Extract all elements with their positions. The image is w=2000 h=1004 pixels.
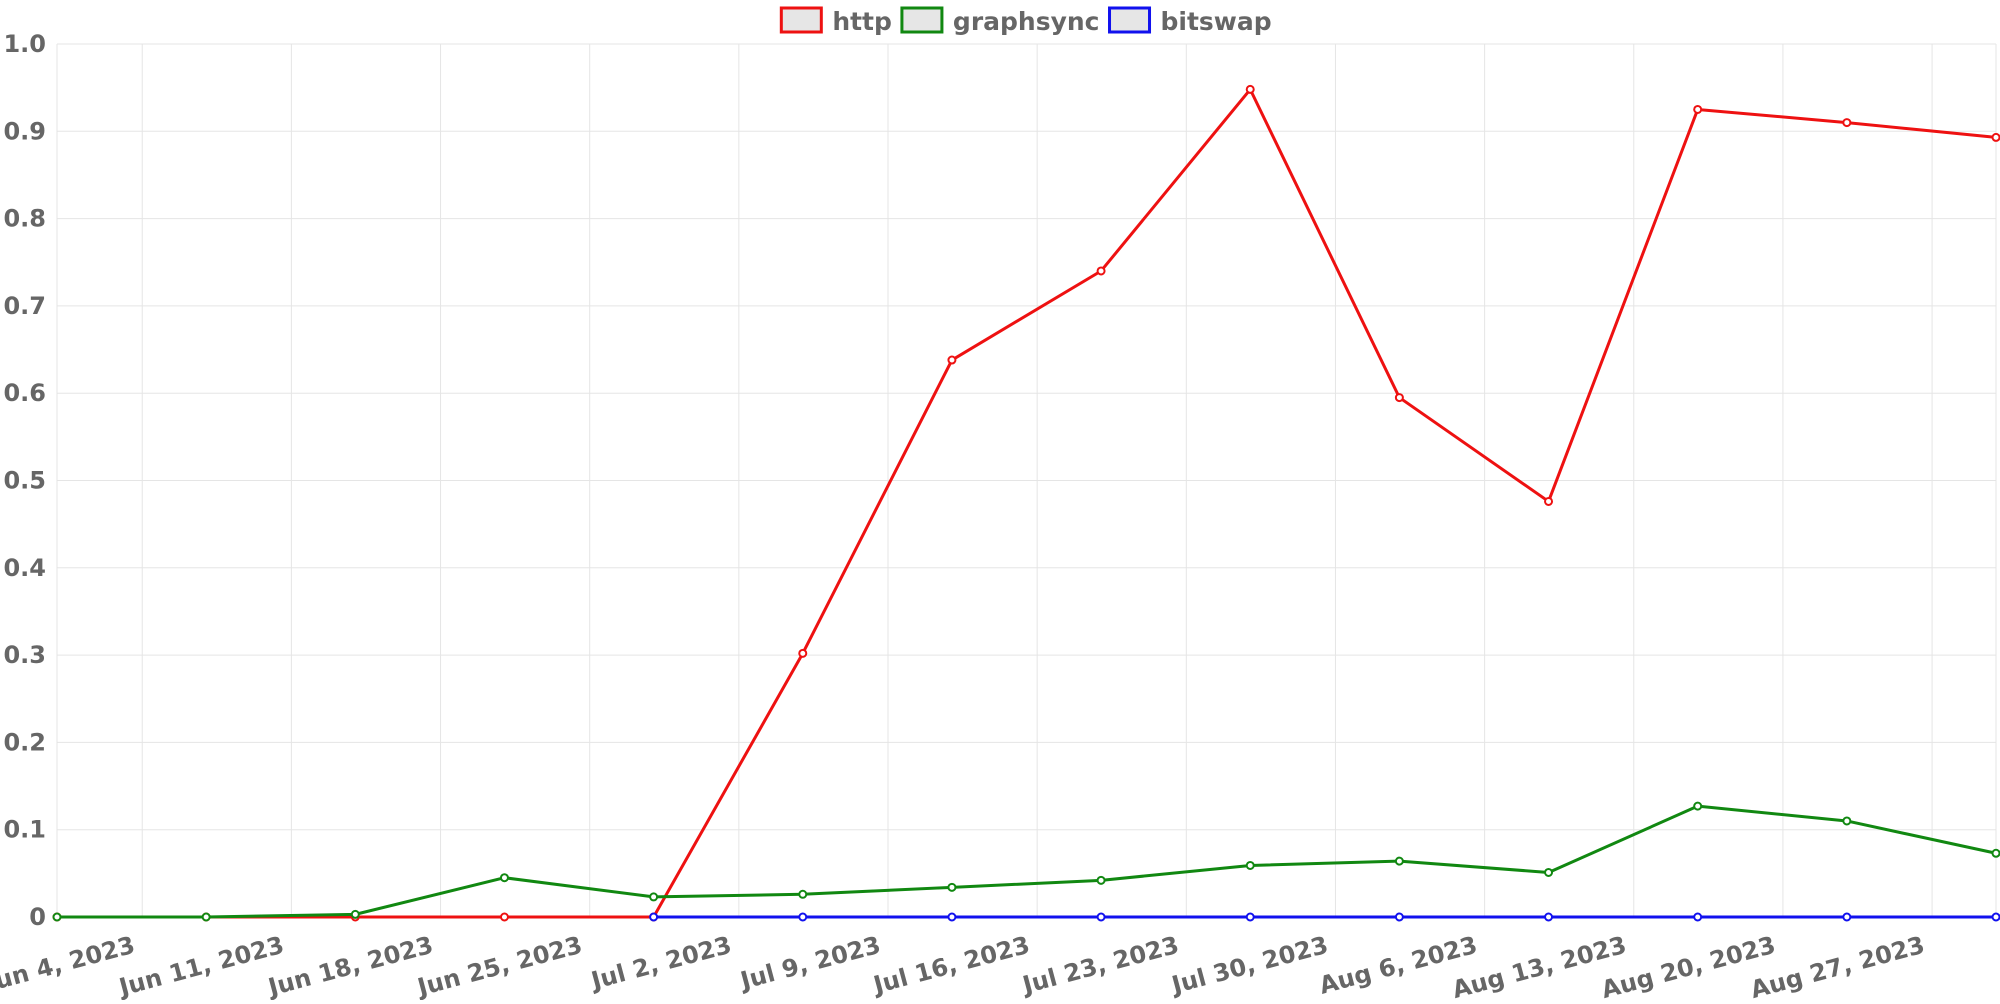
x-tick-label: Jul 2, 2023 xyxy=(587,931,735,996)
x-tick-label: Jun 4, 2023 xyxy=(0,931,138,998)
data-point-bitswap[interactable] xyxy=(1842,912,1852,922)
x-tick-label: Aug 27, 2023 xyxy=(1748,931,1928,1000)
series-lines xyxy=(52,84,2000,922)
data-point-bitswap[interactable] xyxy=(1096,912,1106,922)
data-point-graphsync[interactable] xyxy=(1544,867,1554,877)
x-tick-label: Jul 23, 2023 xyxy=(1018,931,1182,1000)
data-point-http[interactable] xyxy=(798,648,808,658)
data-point-bitswap[interactable] xyxy=(649,912,659,922)
legend-item-graphsync[interactable]: graphsync xyxy=(900,6,1100,36)
series-http xyxy=(52,84,2000,922)
legend-label: http xyxy=(832,7,892,36)
data-point-http[interactable] xyxy=(1544,496,1554,506)
data-point-graphsync[interactable] xyxy=(52,912,62,922)
data-point-graphsync[interactable] xyxy=(798,889,808,899)
y-tick-label: 0.6 xyxy=(3,379,46,407)
x-tick-label: Jul 9, 2023 xyxy=(736,931,884,996)
data-point-graphsync[interactable] xyxy=(947,882,957,892)
data-point-graphsync[interactable] xyxy=(350,909,360,919)
legend-item-http[interactable]: http xyxy=(779,6,892,36)
y-tick-label: 0.8 xyxy=(3,205,46,233)
x-tick-label: Jul 16, 2023 xyxy=(869,931,1033,1000)
data-point-http[interactable] xyxy=(947,355,957,365)
data-point-graphsync[interactable] xyxy=(1693,801,1703,811)
series-bitswap xyxy=(649,912,2000,922)
data-point-http[interactable] xyxy=(1245,84,1255,94)
y-tick-label: 0 xyxy=(29,903,46,931)
data-point-http[interactable] xyxy=(499,912,509,922)
data-point-graphsync[interactable] xyxy=(499,873,509,883)
x-tick-label: Jun 11, 2023 xyxy=(114,931,287,1000)
data-point-http[interactable] xyxy=(1693,104,1703,114)
legend-item-bitswap[interactable]: bitswap xyxy=(1108,6,1272,36)
legend-label: graphsync xyxy=(953,7,1100,36)
data-point-bitswap[interactable] xyxy=(1394,912,1404,922)
y-tick-label: 0.3 xyxy=(3,641,46,669)
data-point-graphsync[interactable] xyxy=(1842,816,1852,826)
data-point-graphsync[interactable] xyxy=(1991,848,2000,858)
data-point-bitswap[interactable] xyxy=(798,912,808,922)
x-tick-label: Jun 25, 2023 xyxy=(413,931,586,1000)
data-point-graphsync[interactable] xyxy=(1096,875,1106,885)
legend-swatch xyxy=(779,6,823,34)
data-point-http[interactable] xyxy=(1394,393,1404,403)
data-point-graphsync[interactable] xyxy=(201,912,211,922)
data-point-bitswap[interactable] xyxy=(1245,912,1255,922)
data-point-bitswap[interactable] xyxy=(1991,912,2000,922)
legend[interactable]: http graphsync bitswap xyxy=(779,6,1272,36)
x-tick-label: Jun 18, 2023 xyxy=(264,931,437,1000)
data-point-graphsync[interactable] xyxy=(1394,856,1404,866)
y-tick-label: 1.0 xyxy=(3,30,46,58)
y-tick-label: 0.7 xyxy=(3,292,46,320)
y-axis: 0 0.1 0.2 0.3 0.4 0.5 0.6 0.7 0.8 0.9 1.0 xyxy=(3,30,46,931)
legend-swatch xyxy=(900,6,944,34)
y-tick-label: 0.4 xyxy=(3,554,46,582)
data-point-bitswap[interactable] xyxy=(1544,912,1554,922)
data-point-graphsync[interactable] xyxy=(1245,860,1255,870)
y-tick-label: 0.5 xyxy=(3,467,46,495)
data-point-bitswap[interactable] xyxy=(1693,912,1703,922)
data-point-http[interactable] xyxy=(1991,132,2000,142)
series-graphsync xyxy=(52,801,2000,922)
grid xyxy=(56,43,1997,918)
legend-swatch xyxy=(1108,6,1152,34)
data-point-graphsync[interactable] xyxy=(649,892,659,902)
y-tick-label: 0.1 xyxy=(3,816,46,844)
data-point-http[interactable] xyxy=(1096,266,1106,276)
data-point-http[interactable] xyxy=(1842,118,1852,128)
series-line-graphsync xyxy=(57,804,1997,919)
y-tick-label: 0.2 xyxy=(3,728,46,756)
data-point-bitswap[interactable] xyxy=(947,912,957,922)
series-line-http xyxy=(57,87,1997,919)
x-tick-label: Jul 30, 2023 xyxy=(1167,931,1331,1000)
y-tick-label: 0.9 xyxy=(3,117,46,145)
legend-label: bitswap xyxy=(1161,7,1272,36)
